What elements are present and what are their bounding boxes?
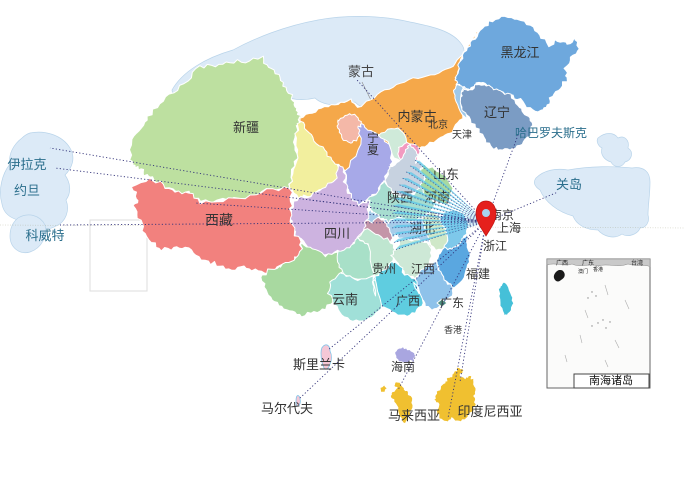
svg-text:马来西亚: 马来西亚 [388,408,440,423]
svg-text:新疆: 新疆 [233,120,259,135]
svg-text:西藏: 西藏 [205,212,233,228]
svg-text:山东: 山东 [433,167,459,182]
svg-text:夏: 夏 [367,143,379,157]
svg-text:关岛: 关岛 [556,177,582,192]
svg-text:香港: 香港 [444,324,462,335]
svg-text:四川: 四川 [324,226,350,241]
svg-text:上海: 上海 [497,220,521,235]
svg-text:广东: 广东 [582,259,594,267]
svg-text:哈巴罗夫斯克: 哈巴罗夫斯克 [515,126,587,140]
svg-text:广西: 广西 [556,259,568,267]
svg-text:伊拉克: 伊拉克 [7,157,46,172]
svg-text:黑龙江: 黑龙江 [500,45,539,60]
svg-text:斯里兰卡: 斯里兰卡 [293,357,345,372]
svg-text:约旦: 约旦 [14,183,40,198]
svg-text:贵州: 贵州 [372,262,396,276]
svg-text:科威特: 科威特 [25,228,64,243]
svg-text:广东: 广东 [440,296,464,310]
svg-text:云南: 云南 [332,292,358,307]
svg-text:马尔代夫: 马尔代夫 [261,401,313,416]
svg-text:台湾: 台湾 [631,259,643,267]
svg-text:南海诸岛: 南海诸岛 [589,373,633,387]
svg-text:天津: 天津 [452,129,472,141]
svg-text:蒙古: 蒙古 [348,64,374,79]
svg-text:广西: 广西 [396,294,420,308]
svg-text:海南: 海南 [391,359,415,374]
svg-text:香港: 香港 [593,266,603,273]
svg-text:澳门: 澳门 [578,268,588,275]
svg-text:北京: 北京 [428,118,448,131]
svg-text:印度尼西亚: 印度尼西亚 [457,404,522,419]
svg-text:辽宁: 辽宁 [484,105,510,120]
svg-text:浙江: 浙江 [483,239,507,253]
